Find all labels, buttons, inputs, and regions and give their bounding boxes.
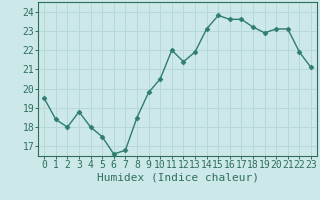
X-axis label: Humidex (Indice chaleur): Humidex (Indice chaleur) <box>97 173 259 183</box>
